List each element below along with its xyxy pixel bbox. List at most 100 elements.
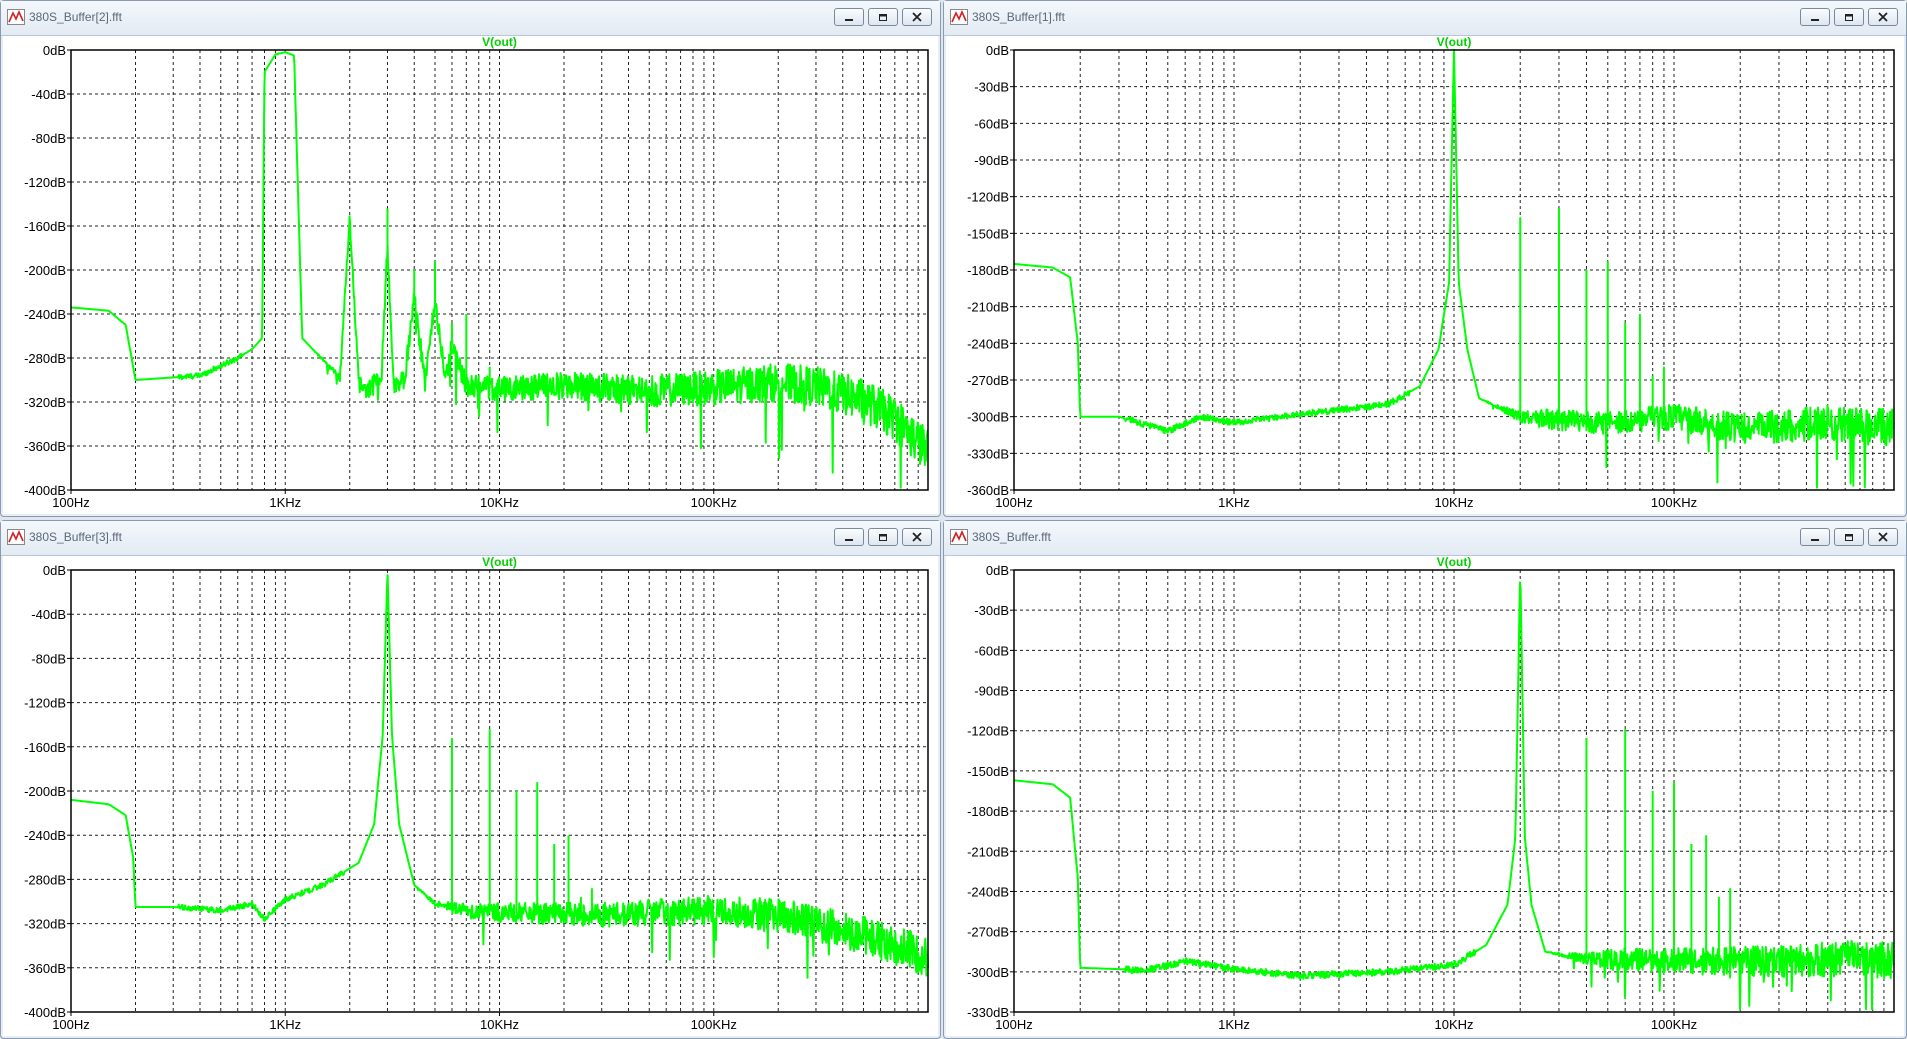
- x-tick-label: 100Hz: [995, 1017, 1033, 1032]
- restore-icon[interactable]: [868, 8, 898, 26]
- y-tick-label: -90dB: [974, 684, 1009, 699]
- y-tick-label: -300dB: [967, 965, 1009, 980]
- x-tick-label: 1KHz: [269, 1017, 301, 1032]
- chart-title: V(out): [1437, 556, 1472, 569]
- y-tick-label: -360dB: [24, 439, 66, 454]
- y-tick-label: -150dB: [967, 764, 1009, 779]
- y-tick-label: -360dB: [967, 483, 1009, 498]
- y-tick-label: -360dB: [24, 961, 66, 976]
- y-tick-label: -330dB: [967, 446, 1009, 461]
- y-tick-label: -40dB: [31, 607, 66, 622]
- window-title: 380S_Buffer[2].fft: [29, 10, 122, 24]
- y-tick-label: -400dB: [24, 1005, 66, 1020]
- x-tick-label: 100KHz: [1651, 1017, 1697, 1032]
- restore-icon[interactable]: [1834, 8, 1864, 26]
- y-tick-label: -60dB: [974, 643, 1009, 658]
- title-bar[interactable]: 380S_Buffer.fft: [944, 521, 1906, 556]
- trace-line: [1013, 581, 1895, 1011]
- waveform-icon: [7, 529, 25, 545]
- y-tick-label: 0dB: [43, 43, 66, 58]
- x-tick-label: 100Hz: [52, 495, 90, 510]
- minimize-icon[interactable]: [1800, 8, 1830, 26]
- x-tick-label: 100Hz: [995, 495, 1033, 510]
- x-tick-label: 1KHz: [1218, 495, 1250, 510]
- fft-window-4[interactable]: 380S_Buffer.fft V(out) 0dB -30dB -60dB -90dB…: [943, 520, 1907, 1039]
- restore-icon[interactable]: [1834, 528, 1864, 546]
- y-tick-label: -200dB: [24, 263, 66, 278]
- minimize-icon[interactable]: [834, 528, 864, 546]
- trace-line: [70, 574, 929, 979]
- fft-chart-4: V(out) 0dB -30dB -60dB -90dB -120dB -150dB -180…: [967, 556, 1895, 1032]
- y-tick-label: -180dB: [967, 263, 1009, 278]
- plot-frame: [1013, 569, 1895, 1013]
- fft-chart-1: V(out) 0dB -40dB -80dB -120dB -160dB -200dB -24…: [24, 36, 929, 510]
- title-bar[interactable]: 380S_Buffer[2].fft: [1, 1, 940, 36]
- fft-window-2[interactable]: 380S_Buffer[1].fft V(out) 0dB -30dB -60dB -9…: [943, 0, 1907, 517]
- y-tick-label: -210dB: [967, 300, 1009, 315]
- waveform-icon: [7, 9, 25, 25]
- x-tick-label: 10KHz: [1434, 495, 1473, 510]
- restore-icon[interactable]: [868, 528, 898, 546]
- trace-line: [70, 51, 929, 489]
- chart-title: V(out): [482, 556, 517, 569]
- waveform-icon: [950, 529, 968, 545]
- y-tick-label: -400dB: [24, 483, 66, 498]
- chart-title: V(out): [482, 36, 517, 49]
- x-tick-label: 100KHz: [691, 495, 737, 510]
- minimize-icon[interactable]: [1800, 528, 1830, 546]
- plot-area[interactable]: V(out) 0dB -40dB -80dB -120dB -160dB -200dB -24…: [3, 36, 938, 514]
- window-title: 380S_Buffer[1].fft: [972, 10, 1065, 24]
- y-tick-label: -240dB: [967, 336, 1009, 351]
- y-tick-label: -60dB: [974, 116, 1009, 131]
- plot-area[interactable]: V(out) 0dB -40dB -80dB -120dB -160dB -200dB -24…: [3, 556, 938, 1036]
- plot-area[interactable]: V(out) 0dB -30dB -60dB -90dB -120dB -150dB -180…: [946, 36, 1904, 514]
- y-tick-label: -320dB: [24, 917, 66, 932]
- fft-window-1[interactable]: 380S_Buffer[2].fft V(out) 0dB -40dB -80dB -1…: [0, 0, 941, 517]
- y-tick-label: -240dB: [967, 884, 1009, 899]
- y-tick-label: -120dB: [967, 724, 1009, 739]
- title-bar[interactable]: 380S_Buffer[1].fft: [944, 1, 1906, 36]
- x-tick-label: 100KHz: [691, 1017, 737, 1032]
- y-tick-label: -30dB: [974, 80, 1009, 95]
- title-bar[interactable]: 380S_Buffer[3].fft: [1, 521, 940, 556]
- y-tick-label: -280dB: [24, 351, 66, 366]
- fft-chart-3: V(out) 0dB -40dB -80dB -120dB -160dB -200dB -24…: [24, 556, 929, 1032]
- close-icon[interactable]: [1868, 528, 1898, 546]
- y-tick-label: 0dB: [986, 43, 1009, 58]
- y-tick-label: 0dB: [43, 563, 66, 578]
- y-tick-label: -120dB: [967, 190, 1009, 205]
- y-tick-label: -120dB: [24, 175, 66, 190]
- y-tick-label: -300dB: [967, 410, 1009, 425]
- plot-frame: [1013, 49, 1895, 491]
- y-tick-label: -160dB: [24, 219, 66, 234]
- close-icon[interactable]: [902, 528, 932, 546]
- y-tick-label: -330dB: [967, 1005, 1009, 1020]
- close-icon[interactable]: [902, 8, 932, 26]
- close-icon[interactable]: [1868, 8, 1898, 26]
- window-title: 380S_Buffer[3].fft: [29, 530, 122, 544]
- y-tick-label: -270dB: [967, 925, 1009, 940]
- y-tick-label: -280dB: [24, 872, 66, 887]
- window-title: 380S_Buffer.fft: [972, 530, 1051, 544]
- x-tick-label: 10KHz: [1434, 1017, 1473, 1032]
- y-tick-label: -320dB: [24, 395, 66, 410]
- fft-window-3[interactable]: 380S_Buffer[3].fft V(out) 0dB -40dB -80dB -1…: [0, 520, 941, 1039]
- y-tick-label: -210dB: [967, 844, 1009, 859]
- y-tick-label: -180dB: [967, 804, 1009, 819]
- y-tick-label: -200dB: [24, 784, 66, 799]
- y-tick-label: -40dB: [31, 87, 66, 102]
- y-tick-label: -160dB: [24, 740, 66, 755]
- plot-area[interactable]: V(out) 0dB -30dB -60dB -90dB -120dB -150dB -180…: [946, 556, 1904, 1036]
- fft-chart-2: V(out) 0dB -30dB -60dB -90dB -120dB -150dB -180…: [967, 36, 1895, 510]
- x-tick-label: 10KHz: [480, 1017, 519, 1032]
- y-tick-label: 0dB: [986, 563, 1009, 578]
- y-tick-label: -80dB: [31, 651, 66, 666]
- plot-frame: [70, 49, 929, 491]
- y-tick-label: -270dB: [967, 373, 1009, 388]
- x-tick-label: 1KHz: [269, 495, 301, 510]
- x-tick-label: 100Hz: [52, 1017, 90, 1032]
- y-tick-label: -30dB: [974, 603, 1009, 618]
- plot-frame: [70, 569, 929, 1013]
- minimize-icon[interactable]: [834, 8, 864, 26]
- y-tick-label: -240dB: [24, 828, 66, 843]
